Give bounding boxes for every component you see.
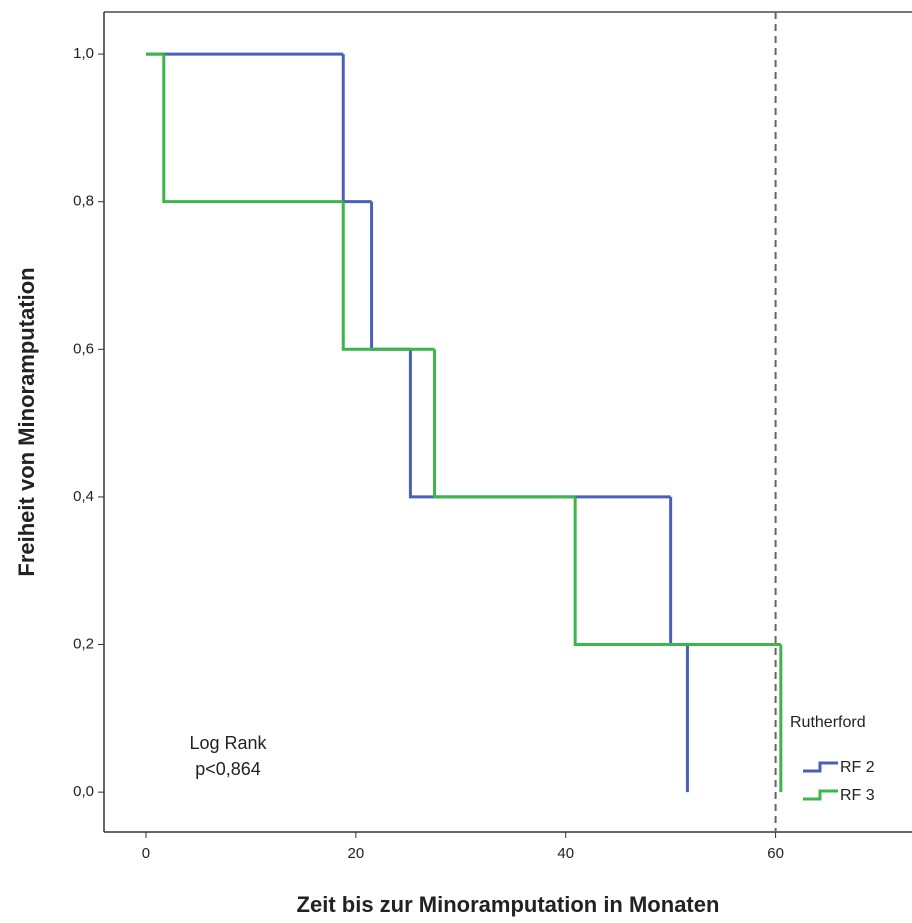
y-tick-label: 0,0 [73, 783, 94, 800]
x-tick-label: 40 [557, 845, 574, 862]
x-tick-label: 60 [767, 845, 784, 862]
km-step [669, 496, 688, 647]
y-tick-label: 0,4 [73, 488, 94, 505]
annotation: p<0,864 [195, 759, 261, 779]
legend-title: Rutherford [790, 714, 866, 731]
km-step [408, 349, 671, 499]
x-tick-label: 20 [348, 845, 365, 862]
y-tick-label: 1,0 [73, 45, 94, 62]
annotation: Log Rank [189, 733, 267, 753]
y-tick-label: 0,8 [73, 193, 94, 210]
legend-swatch [803, 761, 838, 773]
legend-label: RF 2 [840, 759, 875, 776]
x-tick-label: 0 [142, 845, 150, 862]
y-tick-label: 0,2 [73, 635, 94, 652]
km-step [162, 54, 344, 204]
km-step [341, 201, 435, 351]
y-tick-label: 0,6 [73, 340, 94, 357]
km-step [573, 496, 781, 647]
km-step [341, 54, 372, 204]
km-step [433, 349, 576, 499]
km-step [370, 201, 411, 351]
legend-swatch [803, 789, 838, 801]
y-axis-title: Freiheit von Minoramputation [14, 267, 39, 576]
x-axis-title: Zeit bis zur Minoramputation in Monaten [297, 892, 720, 917]
legend-label: RF 3 [840, 787, 875, 804]
